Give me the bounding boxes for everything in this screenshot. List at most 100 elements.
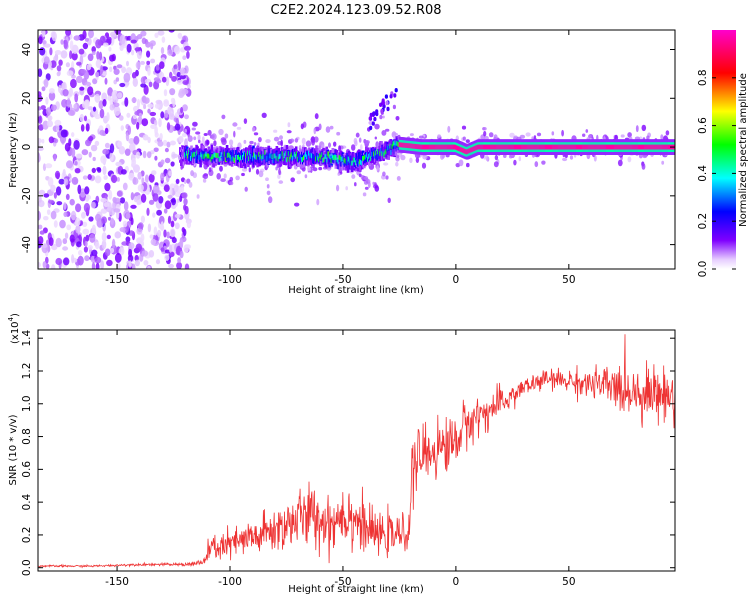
noise-blob — [71, 44, 79, 54]
snr-xtick-label: -150 — [105, 576, 129, 588]
noise-blob — [117, 140, 123, 148]
noise-blob — [50, 210, 57, 220]
scatter-blob — [198, 139, 201, 144]
noise-blob — [38, 115, 43, 124]
noise-blob — [183, 244, 189, 253]
noise-blob — [56, 124, 60, 133]
scatter-blob — [561, 129, 564, 137]
noise-blob — [171, 237, 177, 244]
side-feature-blob — [371, 111, 376, 117]
noise-blob — [151, 170, 157, 176]
scatter-blob — [305, 140, 312, 147]
scatter-blob — [345, 186, 349, 191]
noise-blob — [64, 142, 71, 152]
noise-blob — [82, 42, 89, 50]
noise-blob — [61, 99, 68, 108]
noise-blob — [101, 239, 107, 250]
scatter-blob — [483, 130, 487, 137]
noise-blob — [63, 211, 68, 217]
noise-blob — [161, 76, 167, 83]
side-feature-blob — [389, 94, 393, 99]
noise-blob — [171, 204, 177, 210]
scatter-blob — [253, 132, 259, 136]
noise-blob — [66, 70, 74, 77]
scatter-blob — [224, 133, 229, 139]
noise-blob — [85, 99, 90, 108]
noise-blob — [104, 142, 110, 149]
scatter-blob — [236, 126, 242, 130]
noise-blob — [136, 49, 142, 60]
scatter-blob — [321, 144, 325, 148]
side-feature-blob — [385, 100, 389, 106]
noise-blob — [95, 262, 100, 269]
side-feature-blob — [394, 88, 398, 93]
noise-blob — [94, 93, 101, 103]
scatter-blob — [206, 139, 210, 145]
noise-blob — [91, 51, 96, 56]
noise-blob — [110, 247, 115, 254]
noise-blob — [42, 40, 47, 45]
noise-blob — [103, 202, 109, 208]
noise-blob — [131, 263, 136, 269]
noise-blob — [94, 256, 102, 264]
noise-blob — [152, 192, 159, 202]
scatter-blob — [364, 140, 370, 145]
noise-blob — [48, 91, 56, 101]
noise-blob — [173, 185, 179, 192]
noise-blob — [49, 47, 53, 56]
noise-blob — [131, 157, 137, 167]
scatter-blob — [301, 137, 306, 145]
noise-blob — [181, 192, 188, 199]
noise-blob — [125, 236, 131, 243]
spectrogram-ticks: -150 -100 -50 0 50 -40 -20 0 20 40 — [21, 30, 675, 286]
noise-blob — [111, 238, 116, 249]
noise-blob — [69, 198, 75, 206]
noise-blob — [182, 80, 189, 86]
noise-blob — [136, 121, 140, 130]
noise-blob — [58, 84, 62, 94]
noise-blob — [109, 66, 113, 73]
noise-blob — [69, 50, 73, 60]
noise-blob — [108, 189, 113, 200]
noise-blob — [158, 196, 164, 204]
noise-blob — [136, 98, 141, 109]
scatter-blob — [279, 135, 283, 140]
noise-blob — [132, 177, 139, 185]
snr-panel: -150 -100 -50 0 50 0.0 0.2 0.4 0.6 0.8 1.0 1.2 1.4 H… — [7, 313, 676, 595]
noise-blob — [122, 182, 128, 191]
noise-blob — [128, 172, 135, 181]
noise-blob — [46, 209, 51, 216]
noise-blob — [51, 31, 57, 42]
noise-blob — [54, 170, 61, 179]
noise-blob — [180, 185, 185, 193]
scatter-blob — [661, 160, 665, 165]
noise-blob — [135, 151, 141, 159]
scatter-blob — [219, 165, 223, 172]
scatter-blob — [363, 180, 369, 185]
noise-blob — [71, 176, 79, 185]
noise-blob — [148, 199, 155, 205]
noise-blob — [140, 76, 147, 84]
noise-blob — [41, 30, 46, 38]
noise-blob — [161, 36, 166, 43]
noise-blob — [95, 59, 101, 68]
noise-blob — [90, 144, 98, 152]
noise-blob — [38, 138, 42, 144]
scatter-blob — [482, 127, 487, 131]
noise-blob — [160, 221, 164, 230]
noise-blob — [155, 64, 160, 71]
noise-blob — [109, 143, 115, 154]
scatter-blob — [665, 130, 670, 136]
noise-blob — [112, 196, 117, 203]
noise-blob — [142, 134, 149, 141]
noise-blob — [175, 118, 179, 126]
noise-blob — [45, 263, 50, 269]
scatter-blob — [642, 154, 647, 159]
scatter-blob — [229, 181, 234, 186]
scatter-blob — [614, 134, 619, 141]
side-feature-blob — [368, 116, 372, 121]
noise-blob — [58, 59, 63, 66]
noise-blob — [160, 247, 165, 252]
spectrogram-xlabel: Height of straight line (km) — [288, 285, 424, 296]
noise-blob — [149, 234, 154, 239]
